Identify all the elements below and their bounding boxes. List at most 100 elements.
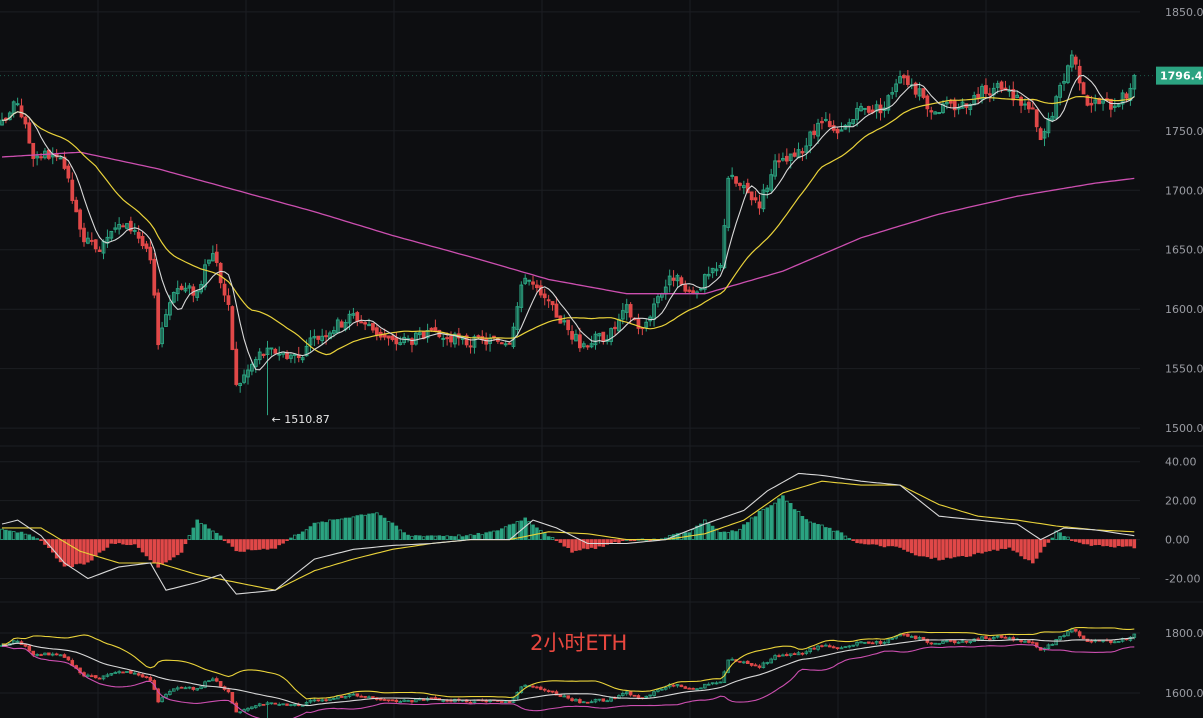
- candle: [581, 341, 586, 349]
- candle: [277, 346, 282, 361]
- grid-lines: [97, 0, 987, 718]
- macd-hist-bar: [1034, 539, 1039, 559]
- mini-candle: [769, 657, 773, 664]
- macd-hist-bar: [734, 531, 738, 541]
- mini-candle-body: [859, 641, 863, 644]
- candle-body: [609, 328, 613, 342]
- macd-hist-bar: [824, 527, 828, 540]
- macd-hist-bar: [812, 522, 816, 540]
- mini-candle: [339, 695, 344, 698]
- macd-hist-bar: [613, 539, 617, 543]
- candle-body: [1019, 96, 1023, 106]
- mini-candle-body: [203, 681, 207, 688]
- mini-candle-body: [909, 636, 914, 638]
- mini-candle: [1023, 639, 1027, 643]
- mini-candle-body: [710, 682, 715, 685]
- candle: [66, 163, 71, 183]
- mini-candle: [691, 687, 695, 690]
- candle: [261, 353, 266, 359]
- macd-hist-bar: [972, 539, 976, 555]
- mini-candle: [90, 673, 94, 678]
- candle: [570, 325, 574, 345]
- mini-candle: [933, 642, 937, 645]
- mini-candle-body: [1023, 640, 1027, 643]
- mini-candle-body: [1132, 633, 1137, 638]
- mini-candle: [507, 701, 512, 703]
- macd-hist-bar: [1109, 539, 1113, 547]
- macd-hist-bar: [550, 537, 555, 541]
- mini-candle: [609, 697, 613, 703]
- macd-hist-bar: [8, 530, 12, 541]
- candle-body: [835, 128, 840, 134]
- candle: [1069, 50, 1074, 72]
- candle: [784, 148, 789, 165]
- candle: [1038, 126, 1043, 141]
- candle-body: [168, 302, 172, 316]
- candle: [7, 111, 12, 121]
- mini-candle: [656, 689, 660, 693]
- macd-hist-bar: [554, 539, 559, 541]
- candle: [859, 102, 863, 112]
- candle: [78, 208, 82, 238]
- candle: [890, 87, 895, 99]
- mini-candle: [410, 700, 414, 704]
- candle-body: [31, 142, 36, 159]
- bb-lower-line: [2, 644, 1135, 718]
- macd-hist-bar: [816, 524, 820, 541]
- candle-body: [589, 343, 594, 348]
- bb-mid-line: [2, 637, 1135, 707]
- macd-hist-bar: [581, 539, 586, 549]
- candle-body: [839, 129, 844, 132]
- candle-body: [320, 335, 325, 342]
- macd-hist-bar: [277, 539, 281, 546]
- macd-hist-bar: [421, 536, 426, 541]
- candle-body: [823, 118, 828, 121]
- mini-candle-body: [769, 658, 773, 664]
- macd-hist-bar: [250, 539, 254, 551]
- candle-body: [1112, 105, 1117, 108]
- candle-body: [89, 239, 94, 242]
- macd-hist-bar: [890, 539, 895, 547]
- candle-body: [593, 333, 598, 346]
- candle: [589, 335, 594, 349]
- mini-candle-body: [1081, 635, 1086, 640]
- candle: [710, 267, 715, 279]
- mini-candle: [214, 676, 219, 683]
- candle-body: [937, 111, 941, 114]
- macd-hist-bar: [788, 503, 793, 540]
- mini-candle: [1003, 635, 1008, 639]
- candle: [702, 273, 707, 293]
- mini-candle: [257, 702, 262, 707]
- macd-hist-bar: [617, 539, 621, 543]
- mini-candle-body: [1003, 636, 1008, 639]
- mini-candle-body: [1034, 642, 1039, 648]
- mini-candle-body: [949, 639, 953, 642]
- candle: [667, 269, 672, 293]
- mini-candle-body: [886, 638, 891, 644]
- candle: [410, 337, 414, 353]
- macd-hist-bar: [1081, 539, 1086, 545]
- candle-body: [140, 235, 145, 247]
- candle-body: [820, 120, 824, 124]
- candle-body: [671, 277, 676, 281]
- macd-hist-bar: [172, 539, 176, 558]
- candle-body: [1101, 100, 1105, 104]
- macd-hist-bar: [27, 534, 32, 540]
- candle-body: [1023, 103, 1027, 106]
- mini-candle-body: [691, 687, 695, 690]
- candle: [566, 319, 571, 336]
- macd-hist-bar: [1011, 539, 1016, 551]
- mini-candle-body: [230, 691, 235, 704]
- mini-candle: [761, 661, 766, 669]
- mini-candle: [683, 685, 688, 689]
- mini-candle: [160, 696, 164, 703]
- mini-candle: [796, 650, 801, 656]
- mini-candle: [605, 699, 609, 703]
- mini-candle: [394, 698, 399, 704]
- candle-body: [117, 223, 122, 230]
- mini-candle-body: [863, 641, 867, 644]
- candle: [546, 294, 551, 308]
- macd-hist-bar: [765, 507, 770, 540]
- mini-candle-body: [777, 655, 781, 657]
- macd-hist-bar: [433, 535, 438, 541]
